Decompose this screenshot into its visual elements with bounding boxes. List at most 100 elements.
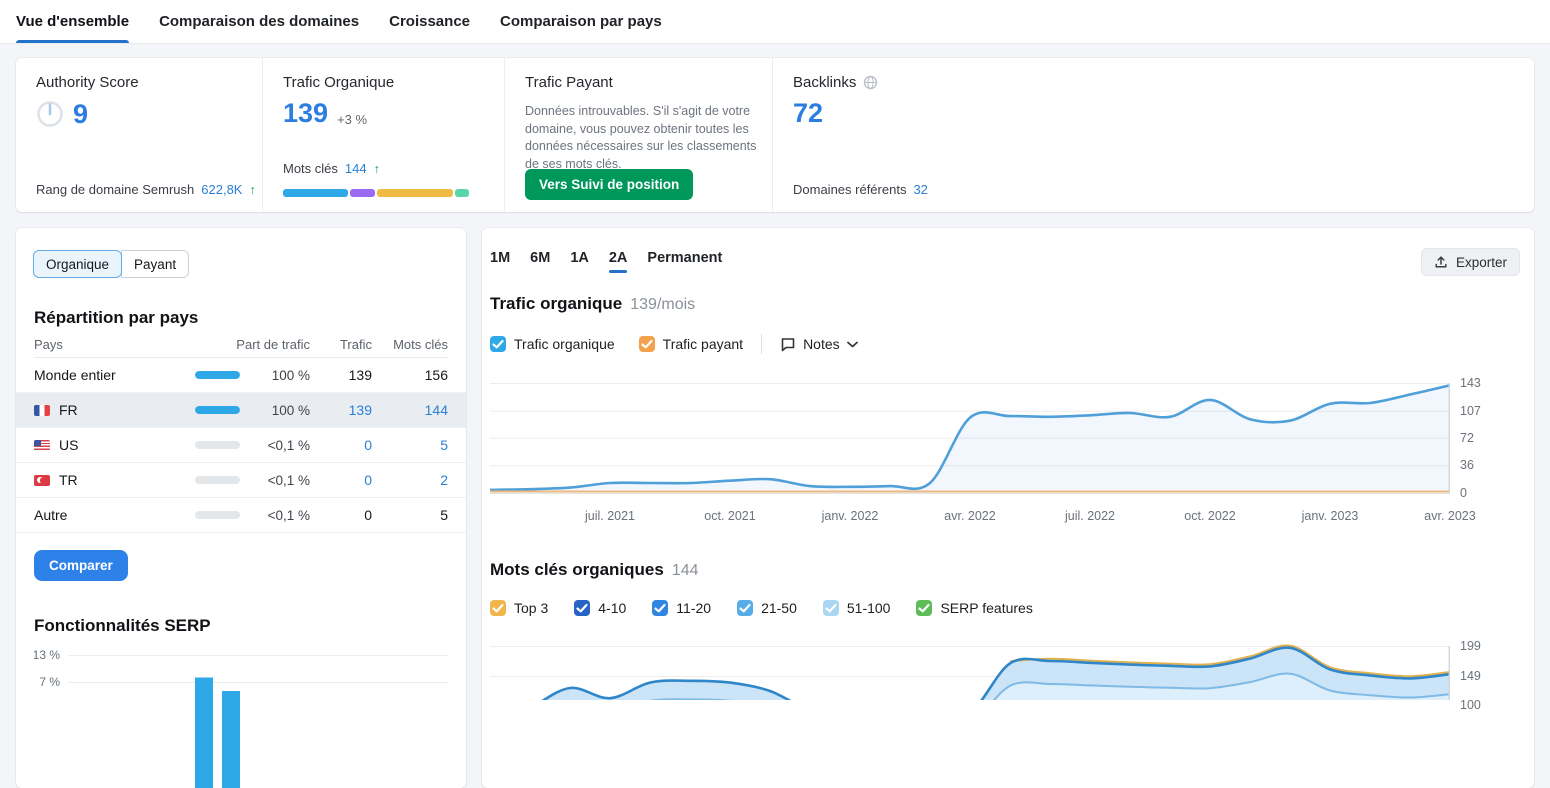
traffic-value[interactable]: 0	[310, 437, 372, 453]
period-tab-6m[interactable]: 6M	[530, 250, 550, 273]
traffic-share-bar	[195, 476, 240, 484]
nav-tab-croissance[interactable]: Croissance	[389, 0, 470, 43]
checkbox-checked	[652, 600, 668, 616]
country-cell: TR	[34, 472, 195, 488]
traffic-share-fill	[195, 371, 240, 379]
legend-4-10-toggle[interactable]: 4-10	[574, 600, 626, 616]
authority-gauge-icon	[36, 100, 64, 128]
trafic-organique-toggle[interactable]: Trafic organique	[490, 336, 615, 352]
traffic-share-value: <0,1 %	[240, 473, 310, 488]
period-tab-1m[interactable]: 1M	[490, 250, 510, 273]
notes-label: Notes	[803, 336, 840, 352]
period-tab-1a[interactable]: 1A	[570, 250, 589, 273]
serp-features-chart[interactable]: 13 %7 %	[34, 640, 448, 788]
legend-serp-features-toggle[interactable]: SERP features	[916, 600, 1032, 616]
checkbox-checked	[490, 336, 506, 352]
trafic-payant-toggle[interactable]: Trafic payant	[639, 336, 743, 352]
chevron-down-icon	[847, 341, 858, 348]
traffic-value[interactable]: 139	[310, 402, 372, 418]
toggle-label: Trafic organique	[514, 336, 615, 352]
keywords-value[interactable]: 5	[372, 437, 448, 453]
paid-traffic-message: Données introuvables. S'il s'agit de vot…	[525, 103, 763, 173]
period-tabs: 1M 6M 1A 2A Permanent	[490, 250, 722, 273]
traffic-value: 139	[310, 367, 372, 383]
nav-tabs: Vue d'ensemble Comparaison des domaines Cr…	[16, 0, 662, 43]
toggle-label: 51-100	[847, 600, 891, 616]
keywords-value: 156	[372, 367, 448, 383]
export-icon	[1434, 255, 1448, 269]
y-axis-label: 0	[1460, 485, 1467, 501]
checkbox-checked	[916, 600, 932, 616]
traffic-share-value: 100 %	[240, 368, 310, 383]
legend-51-100-toggle[interactable]: 51-100	[823, 600, 891, 616]
nav-tab-comparaison-par-pays[interactable]: Comparaison par pays	[500, 0, 662, 43]
nav-tab-comparaison-des-domaines[interactable]: Comparaison des domaines	[159, 0, 359, 43]
organic-keywords-chart[interactable]	[490, 638, 1450, 700]
traffic-share-fill	[195, 406, 240, 414]
position-tracking-button[interactable]: Vers Suivi de position	[525, 169, 693, 200]
country-cell: Autre	[34, 507, 195, 523]
authority-score-value: 9	[73, 101, 88, 128]
backlinks-value: 72	[793, 100, 823, 127]
source-tab-organique[interactable]: Organique	[33, 250, 122, 278]
keywords-value[interactable]: 144	[372, 402, 448, 418]
domain-rank-label: Rang de domaine Semrush	[36, 182, 194, 197]
checkbox-checked	[574, 600, 590, 616]
us-flag-icon	[34, 440, 50, 451]
top-navigation: Vue d'ensemble Comparaison des domaines Cr…	[0, 0, 1550, 44]
share-cell: <0,1 %	[195, 473, 310, 488]
y-axis-label: 199	[1460, 638, 1481, 654]
legend-11-20-toggle[interactable]: 11-20	[652, 600, 711, 616]
organic-traffic-title: Trafic Organique	[283, 74, 484, 91]
country-cell: US	[34, 437, 195, 453]
y-axis-label: 7 %	[39, 675, 60, 689]
legend-top-3-toggle[interactable]: Top 3	[490, 600, 548, 616]
notes-dropdown[interactable]: Notes	[780, 336, 858, 352]
period-tab-2a[interactable]: 2A	[609, 250, 628, 273]
organic-traffic-chart[interactable]	[490, 375, 1450, 500]
column-header-traffic: Trafic	[310, 337, 372, 352]
notes-icon	[780, 336, 796, 352]
keywords-count[interactable]: 144	[345, 161, 367, 176]
export-button[interactable]: Exporter	[1421, 248, 1520, 276]
organic-traffic-change: +3 %	[337, 112, 367, 127]
column-header-keywords: Mots clés	[372, 337, 448, 352]
nav-tab-vue-d-ensemble[interactable]: Vue d'ensemble	[16, 0, 129, 43]
x-axis-label: janv. 2022	[805, 509, 895, 523]
fr-flag-icon	[34, 405, 50, 416]
keywords-value: 5	[372, 507, 448, 523]
paid-traffic-title: Trafic Payant	[525, 74, 752, 91]
keywords-value[interactable]: 2	[372, 472, 448, 488]
toggle-label: 4-10	[598, 600, 626, 616]
domain-rank-value[interactable]: 622,8K	[201, 182, 242, 197]
traffic-share-value: <0,1 %	[240, 438, 310, 453]
vertical-divider	[761, 334, 762, 354]
period-tab-permanent[interactable]: Permanent	[647, 250, 722, 273]
globe-icon	[863, 75, 878, 90]
y-axis-label: 107	[1460, 403, 1481, 419]
compare-button[interactable]: Comparer	[34, 550, 128, 581]
y-axis-label: 36	[1460, 457, 1474, 473]
legend-21-50-toggle[interactable]: 21-50	[737, 600, 797, 616]
share-cell: <0,1 %	[195, 508, 310, 523]
traffic-value[interactable]: 0	[310, 472, 372, 488]
column-header-share: Part de trafic	[195, 337, 310, 352]
authority-score-title: Authority Score	[36, 74, 242, 91]
share-cell: 100 %	[195, 403, 310, 418]
tr-flag-icon	[34, 475, 50, 486]
source-tab-payant[interactable]: Payant	[121, 250, 189, 278]
trend-title: Trafic organique	[490, 294, 622, 314]
traffic-share-bar	[195, 511, 240, 519]
up-arrow-icon: ↑	[249, 183, 255, 197]
x-axis-label: oct. 2022	[1165, 509, 1255, 523]
traffic-share-value: <0,1 %	[240, 508, 310, 523]
serp-features-segment	[455, 189, 469, 197]
referring-domains-value[interactable]: 32	[913, 182, 927, 197]
